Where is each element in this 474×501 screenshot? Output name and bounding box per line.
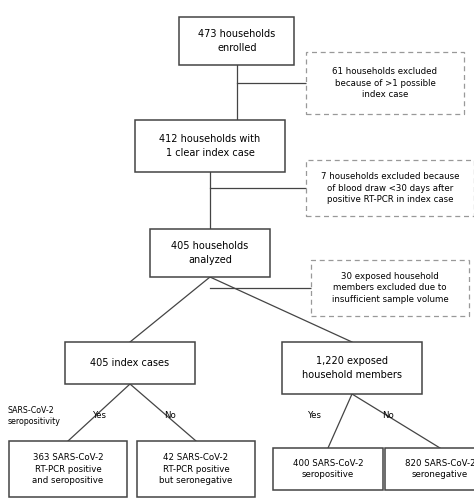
FancyBboxPatch shape	[65, 342, 195, 384]
FancyBboxPatch shape	[306, 160, 474, 216]
FancyBboxPatch shape	[311, 260, 469, 316]
Text: 30 exposed household
members excluded due to
insufficient sample volume: 30 exposed household members excluded du…	[332, 272, 448, 304]
Text: 42 SARS-CoV-2
RT-PCR positive
but seronegative: 42 SARS-CoV-2 RT-PCR positive but serone…	[159, 453, 233, 485]
Text: No: No	[164, 411, 176, 420]
Text: 473 households
enrolled: 473 households enrolled	[199, 30, 275, 53]
FancyBboxPatch shape	[385, 448, 474, 490]
Text: Yes: Yes	[308, 411, 322, 420]
FancyBboxPatch shape	[135, 120, 285, 172]
Text: 405 index cases: 405 index cases	[91, 358, 170, 368]
FancyBboxPatch shape	[273, 448, 383, 490]
Text: 405 households
analyzed: 405 households analyzed	[172, 241, 249, 265]
FancyBboxPatch shape	[137, 441, 255, 497]
Text: 1,220 exposed
household members: 1,220 exposed household members	[302, 356, 402, 380]
Text: No: No	[382, 411, 394, 420]
Text: SARS-CoV-2
seropositivity: SARS-CoV-2 seropositivity	[8, 406, 61, 426]
Text: Yes: Yes	[93, 411, 107, 420]
FancyBboxPatch shape	[9, 441, 127, 497]
FancyBboxPatch shape	[282, 342, 422, 394]
Text: 412 households with
1 clear index case: 412 households with 1 clear index case	[159, 134, 261, 158]
FancyBboxPatch shape	[150, 229, 270, 277]
Text: 7 households excluded because
of blood draw <30 days after
positive RT-PCR in in: 7 households excluded because of blood d…	[321, 172, 459, 204]
FancyBboxPatch shape	[306, 52, 464, 114]
Text: 400 SARS-CoV-2
seropositive: 400 SARS-CoV-2 seropositive	[292, 458, 363, 479]
Text: 363 SARS-CoV-2
RT-PCR positive
and seropositive: 363 SARS-CoV-2 RT-PCR positive and serop…	[32, 453, 104, 485]
Text: 61 households excluded
because of >1 possible
index case: 61 households excluded because of >1 pos…	[332, 67, 438, 99]
FancyBboxPatch shape	[180, 17, 294, 65]
Text: 820 SARS-CoV-2
seronegative: 820 SARS-CoV-2 seronegative	[405, 458, 474, 479]
